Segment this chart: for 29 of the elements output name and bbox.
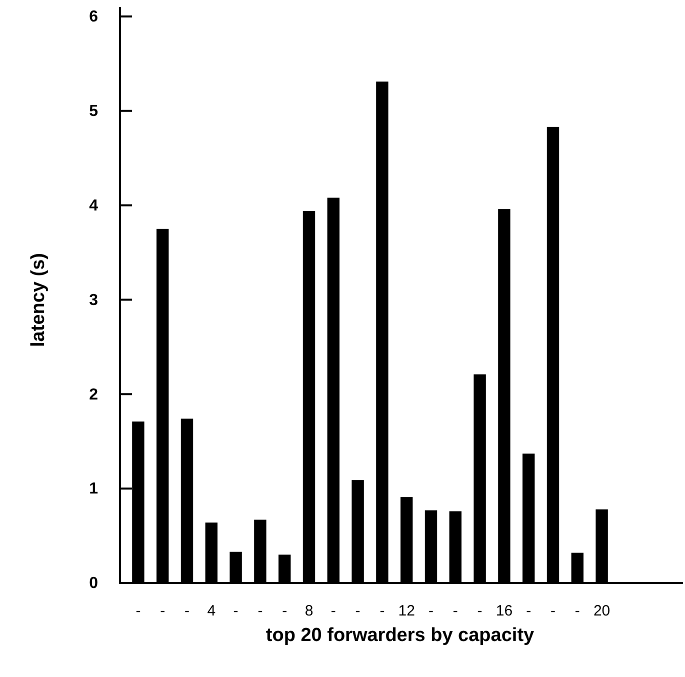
- x-tick-label: -: [355, 602, 360, 620]
- x-tick-label: -: [258, 602, 263, 620]
- y-tick-label: 6: [89, 8, 98, 26]
- x-tick-label: -: [160, 602, 166, 620]
- x-tick-label: -: [452, 602, 458, 620]
- y-tick-label: 1: [89, 480, 98, 498]
- y-tick-label: 2: [89, 386, 98, 404]
- x-tick-label: 16: [496, 602, 513, 620]
- x-tick-label: -: [526, 602, 532, 620]
- x-tick-label: -: [428, 602, 434, 620]
- y-axis-title: latency (s): [28, 253, 49, 347]
- x-tick-label: -: [282, 602, 288, 620]
- y-tick-label: 4: [89, 197, 98, 214]
- x-tick-label: 20: [593, 602, 610, 620]
- x-tick-label: -: [184, 602, 190, 620]
- x-tick-label: -: [574, 602, 580, 620]
- x-tick-label: -: [136, 602, 141, 620]
- x-tick-label: 12: [398, 602, 415, 620]
- x-tick-label: -: [477, 602, 482, 620]
- y-tick-label: 0: [89, 575, 98, 592]
- y-tick-label: 5: [89, 102, 98, 120]
- x-tick-label: 8: [304, 602, 314, 620]
- y-tick-label: 3: [89, 292, 98, 309]
- x-tick-label: -: [550, 602, 556, 620]
- x-tick-label: -: [233, 602, 238, 620]
- x-tick-label: -: [380, 602, 385, 620]
- x-tick-label: -: [330, 602, 336, 620]
- x-tick-label: 4: [207, 602, 216, 620]
- x-axis-title: top 20 forwarders by capacity: [266, 625, 535, 646]
